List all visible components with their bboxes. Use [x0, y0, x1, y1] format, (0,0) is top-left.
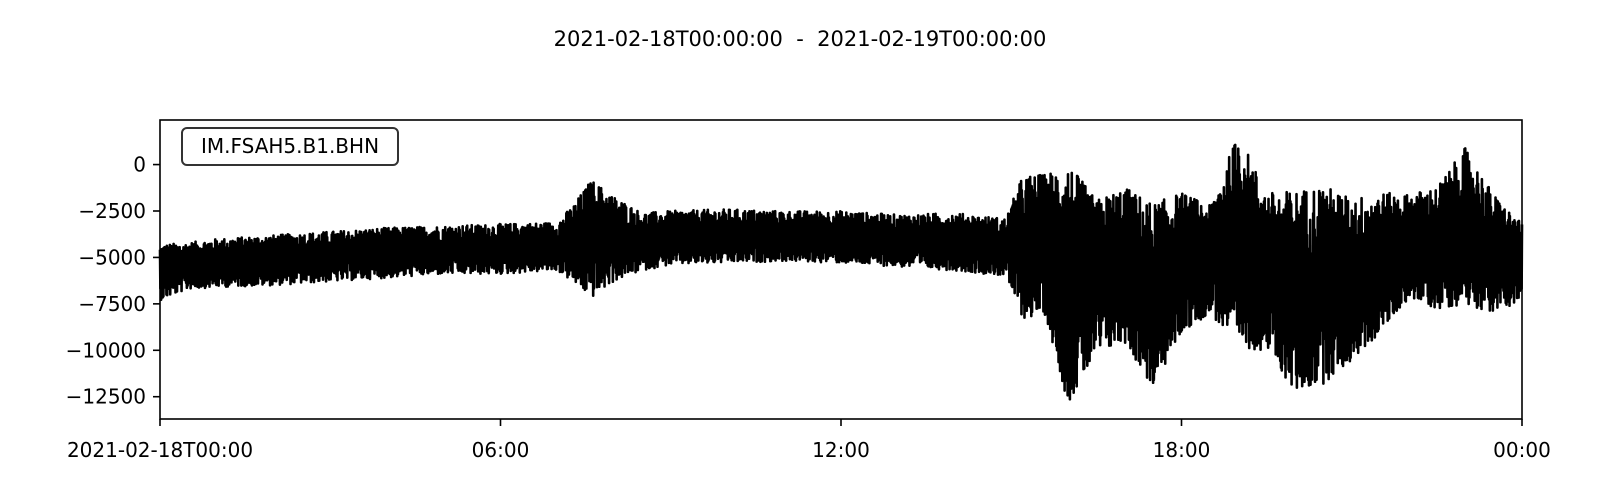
trace-label-box: IM.FSAH5.B1.BHN	[181, 127, 399, 166]
y-tick-label: −10000	[66, 338, 146, 362]
x-axis: 2021-02-18T00:00 06:00 12:00 18:00 00:00	[67, 419, 1551, 462]
x-tick-label: 18:00	[1153, 438, 1211, 462]
x-tick-label: 12:00	[812, 438, 870, 462]
chart-title: 2021-02-18T00:00:00 - 2021-02-19T00:00:0…	[553, 27, 1047, 51]
x-tick-label: 06:00	[472, 438, 530, 462]
y-tick-label: −7500	[78, 292, 146, 316]
trace-line	[158, 143, 1524, 401]
y-tick-label: 0	[133, 153, 146, 177]
trace-label: IM.FSAH5.B1.BHN	[201, 134, 379, 158]
x-tick-label: 2021-02-18T00:00	[67, 438, 253, 462]
trace-layer	[158, 143, 1524, 401]
y-axis: 0 −2500 −5000 −7500 −10000 −12500	[66, 153, 160, 409]
x-tick-label: 00:00	[1493, 438, 1551, 462]
y-tick-label: −12500	[66, 385, 146, 409]
y-tick-label: −5000	[78, 245, 146, 269]
y-tick-label: −2500	[78, 199, 146, 223]
